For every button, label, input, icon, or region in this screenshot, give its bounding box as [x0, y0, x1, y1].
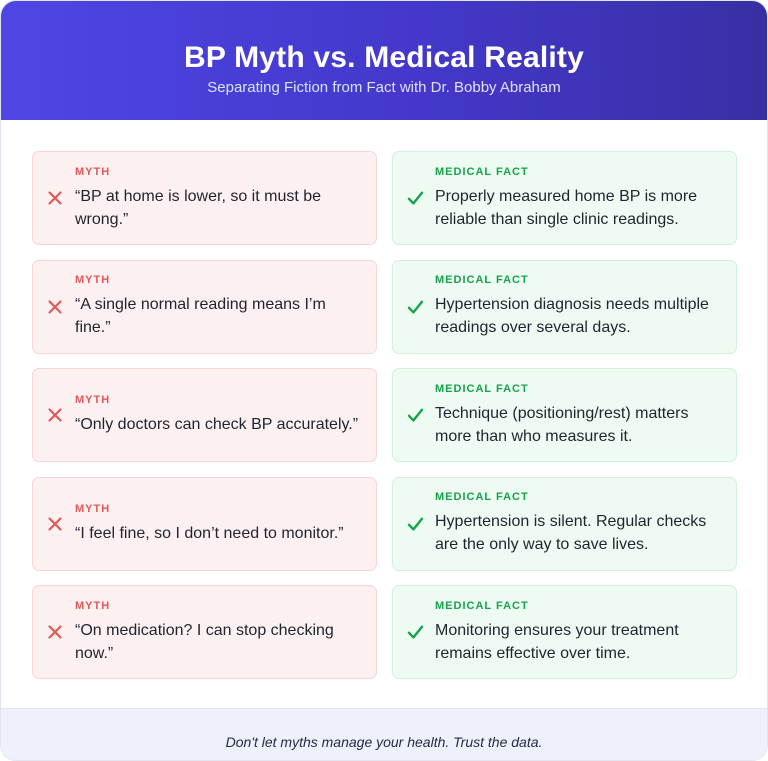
fact-label: MEDICAL FACT	[435, 165, 529, 178]
page-title: BP Myth vs. Medical Reality	[184, 41, 584, 74]
fact-label: MEDICAL FACT	[435, 599, 529, 612]
myth-content: MYTH “BP at home is lower, so it must be…	[75, 166, 362, 231]
fact-text: Hypertension is silent. Regular checks a…	[435, 513, 707, 553]
myth-card: MYTH “I feel fine, so I don’t need to mo…	[32, 476, 377, 571]
myth-card: MYTH “On medication? I can stop checking…	[32, 585, 377, 679]
fact-content: MEDICAL FACT Technique (positioning/rest…	[435, 383, 722, 448]
myth-fact-row: MYTH “Only doctors can check BP accurate…	[32, 368, 737, 462]
myth-content: MYTH “A single normal reading means I’m …	[75, 274, 362, 339]
myth-text: “Only doctors can check BP accurately.”	[75, 416, 359, 433]
myth-fact-row: MYTH “BP at home is lower, so it must be…	[32, 151, 737, 245]
fact-text: Hypertension diagnosis needs multiple re…	[435, 296, 709, 336]
myth-fact-row: MYTH “I feel fine, so I don’t need to mo…	[32, 476, 737, 571]
myth-label: MYTH	[75, 502, 111, 515]
check-icon	[407, 407, 435, 423]
fact-content: MEDICAL FACT Hypertension is silent. Reg…	[435, 491, 722, 556]
fact-card: MEDICAL FACT Hypertension is silent. Reg…	[392, 476, 737, 571]
check-icon	[407, 190, 435, 206]
myth-text: “BP at home is lower, so it must be wron…	[75, 187, 322, 228]
fact-text: Properly measured home BP is more reliab…	[435, 187, 698, 228]
myth-card: MYTH “BP at home is lower, so it must be…	[32, 151, 377, 245]
check-icon	[407, 516, 435, 532]
myth-card: MYTH “A single normal reading means I’m …	[32, 259, 377, 354]
fact-content: MEDICAL FACT Properly measured home BP i…	[435, 166, 722, 231]
x-icon	[47, 190, 75, 206]
footer-banner: Don't let myths manage your health. Trus…	[1, 708, 767, 760]
fact-label: MEDICAL FACT	[435, 382, 529, 395]
myth-content: MYTH “On medication? I can stop checking…	[75, 600, 362, 665]
x-icon	[47, 299, 75, 315]
fact-text: Monitoring ensures your treatment remain…	[435, 621, 679, 662]
myth-fact-grid: MYTH “BP at home is lower, so it must be…	[32, 151, 737, 694]
myth-text: “On medication? I can stop checking now.…	[75, 621, 334, 662]
myth-fact-row: MYTH “On medication? I can stop checking…	[32, 585, 737, 679]
myth-content: MYTH “I feel fine, so I don’t need to mo…	[75, 503, 362, 545]
myth-text: “I feel fine, so I don’t need to monitor…	[75, 524, 344, 542]
fact-content: MEDICAL FACT Monitoring ensures your tre…	[435, 600, 722, 665]
check-icon	[407, 299, 435, 315]
myth-fact-row: MYTH “A single normal reading means I’m …	[32, 259, 737, 354]
fact-label: MEDICAL FACT	[435, 491, 529, 503]
header-banner: BP Myth vs. Medical Reality Separating F…	[1, 1, 767, 120]
myth-label: MYTH	[75, 599, 111, 612]
x-icon	[47, 516, 75, 532]
myth-text: “A single normal reading means I’m fine.…	[75, 296, 326, 336]
fact-card: MEDICAL FACT Hypertension diagnosis need…	[392, 259, 737, 354]
myth-content: MYTH “Only doctors can check BP accurate…	[75, 394, 362, 436]
fact-label: MEDICAL FACT	[435, 274, 529, 286]
x-icon	[47, 407, 75, 423]
fact-card: MEDICAL FACT Properly measured home BP i…	[392, 151, 737, 245]
fact-text: Technique (positioning/rest) matters mor…	[435, 404, 689, 445]
fact-content: MEDICAL FACT Hypertension diagnosis need…	[435, 274, 722, 339]
fact-card: MEDICAL FACT Technique (positioning/rest…	[392, 368, 737, 462]
fact-card: MEDICAL FACT Monitoring ensures your tre…	[392, 585, 737, 679]
page-subtitle: Separating Fiction from Fact with Dr. Bo…	[207, 79, 561, 96]
x-icon	[47, 624, 75, 640]
myth-card: MYTH “Only doctors can check BP accurate…	[32, 368, 377, 462]
myth-label: MYTH	[75, 394, 111, 406]
myth-label: MYTH	[75, 165, 111, 178]
footer-tagline: Don't let myths manage your health. Trus…	[225, 734, 543, 750]
myth-label: MYTH	[75, 274, 111, 286]
check-icon	[407, 624, 435, 640]
